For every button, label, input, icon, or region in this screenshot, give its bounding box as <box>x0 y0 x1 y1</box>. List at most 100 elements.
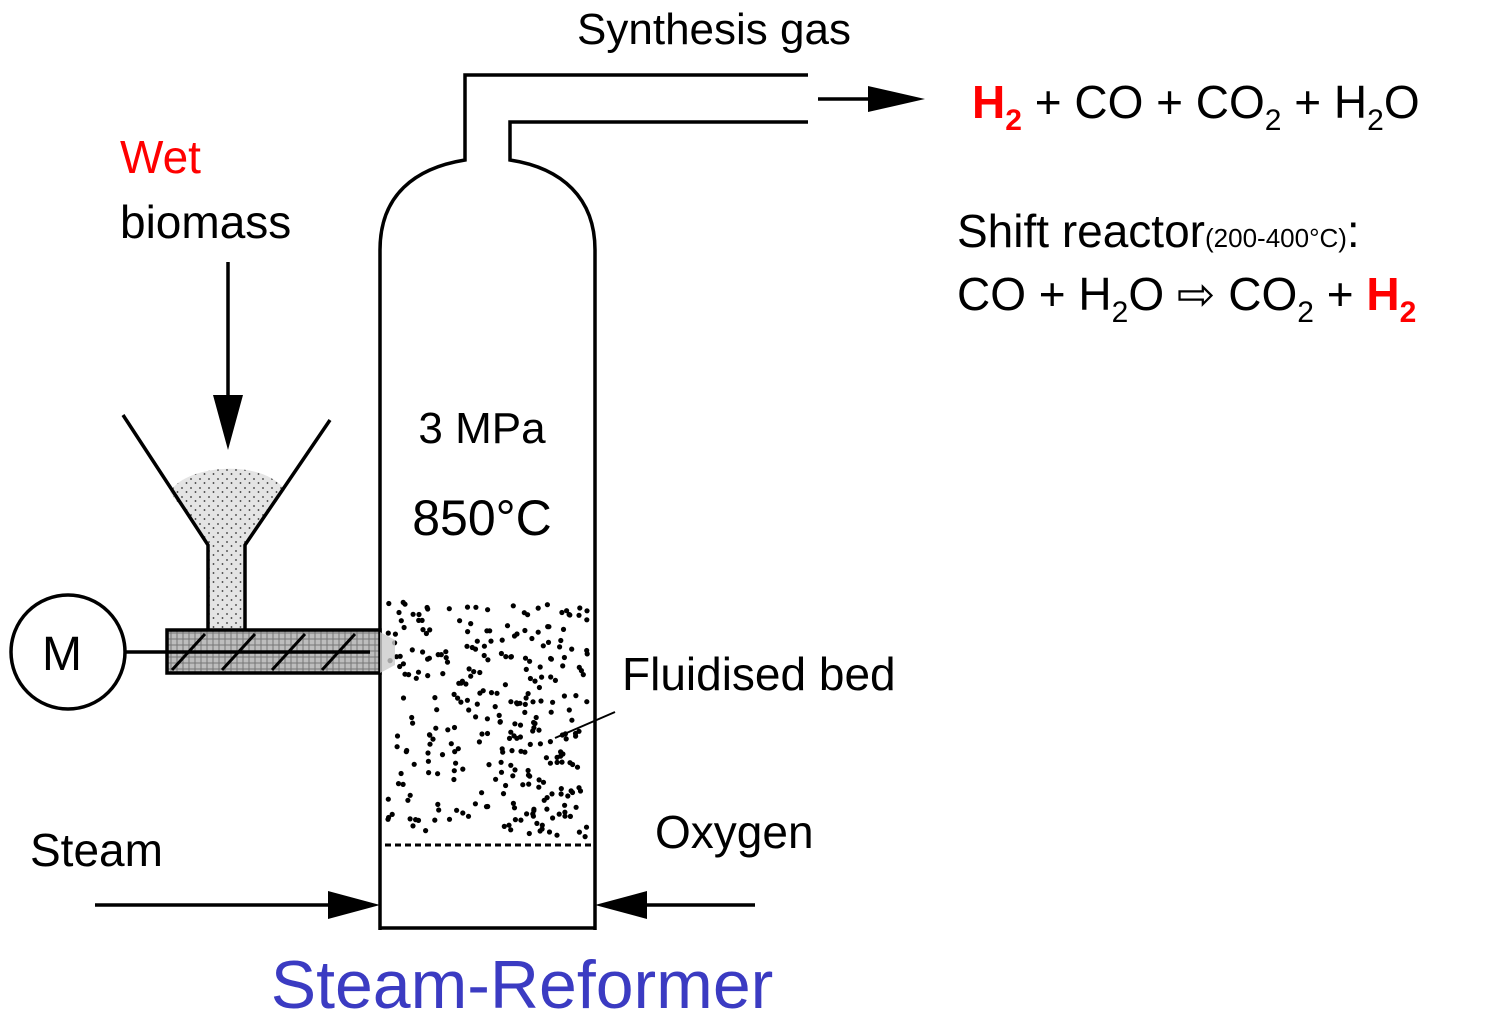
particle <box>525 772 532 778</box>
particle <box>405 797 411 803</box>
particle <box>531 808 537 814</box>
particle <box>425 673 431 679</box>
particle <box>492 704 498 710</box>
hopper <box>121 262 332 632</box>
particle <box>563 736 569 742</box>
particle <box>420 649 426 655</box>
particle <box>567 760 573 766</box>
particle <box>530 699 536 705</box>
particle <box>561 693 568 699</box>
particle <box>446 816 453 822</box>
particle <box>530 728 536 734</box>
particle <box>386 814 392 821</box>
particle <box>423 828 429 834</box>
particle <box>423 630 429 637</box>
particle <box>445 727 451 733</box>
particle <box>548 655 554 662</box>
eq-part: H <box>1366 268 1399 320</box>
particle <box>473 604 479 610</box>
eq-sub: 2 <box>1005 104 1022 137</box>
particle <box>547 739 554 745</box>
particle <box>468 673 474 679</box>
particle <box>472 646 479 652</box>
particle <box>508 699 514 705</box>
particle <box>554 759 560 766</box>
particle <box>522 627 528 634</box>
particle <box>559 609 565 616</box>
particle <box>499 637 505 643</box>
particle <box>481 652 487 659</box>
eq-sub: 2 <box>1400 296 1417 329</box>
particle <box>415 817 422 824</box>
particle <box>488 638 494 644</box>
particle <box>451 768 457 774</box>
particle <box>503 782 509 789</box>
particle <box>443 655 449 661</box>
particle <box>409 647 415 653</box>
particle <box>545 639 552 646</box>
particle <box>425 750 431 756</box>
shift-reactor: Shift reactor(200-400°C): <box>957 205 1360 257</box>
eq-sub: 2 <box>1297 296 1314 329</box>
label: 3 MPa <box>418 404 546 453</box>
particle <box>503 654 509 660</box>
particle <box>556 811 562 817</box>
particle <box>527 675 534 682</box>
particle <box>392 631 398 637</box>
particle <box>493 776 499 782</box>
particle <box>548 674 554 680</box>
particle <box>415 669 422 675</box>
particle <box>511 805 518 811</box>
particle <box>409 714 415 721</box>
particle <box>398 770 404 777</box>
particle <box>569 646 575 652</box>
particle <box>463 681 469 687</box>
particle <box>532 678 538 684</box>
particle <box>394 744 400 750</box>
particle <box>529 635 535 642</box>
particle <box>530 813 537 819</box>
particle <box>584 647 590 654</box>
particle <box>562 813 568 819</box>
particle <box>455 695 461 701</box>
particle <box>540 779 547 785</box>
particle <box>486 762 492 768</box>
particle <box>484 716 490 722</box>
particle <box>504 623 511 629</box>
particle <box>410 823 416 829</box>
title: Steam-Reformer <box>271 947 774 1016</box>
particle <box>527 658 533 664</box>
shift-condition: (200-400°C) <box>1205 223 1347 253</box>
particle <box>393 654 400 660</box>
particle <box>444 659 451 665</box>
fluidised-bed-particles <box>385 599 590 840</box>
particle <box>535 629 541 635</box>
particle <box>576 829 583 835</box>
particle <box>517 734 524 740</box>
particle <box>451 724 458 731</box>
particle <box>464 643 470 649</box>
particle <box>427 741 433 747</box>
particle <box>533 714 539 721</box>
particle <box>509 748 515 754</box>
particle <box>547 760 554 766</box>
particle <box>424 604 430 611</box>
particle <box>394 733 401 739</box>
particle <box>432 817 438 823</box>
particle <box>558 791 564 797</box>
particle <box>448 741 454 747</box>
particle <box>514 631 520 637</box>
particle <box>403 749 409 755</box>
particle <box>574 764 581 770</box>
particle <box>464 697 470 703</box>
particle <box>520 782 526 788</box>
product-equation: H2 + CO + CO2 + H2O <box>972 76 1420 137</box>
particle <box>580 672 586 678</box>
particle <box>400 661 406 667</box>
particle <box>426 732 433 738</box>
leader-line <box>554 711 616 739</box>
particle <box>434 707 440 713</box>
particle <box>472 801 478 807</box>
particle <box>514 700 520 706</box>
